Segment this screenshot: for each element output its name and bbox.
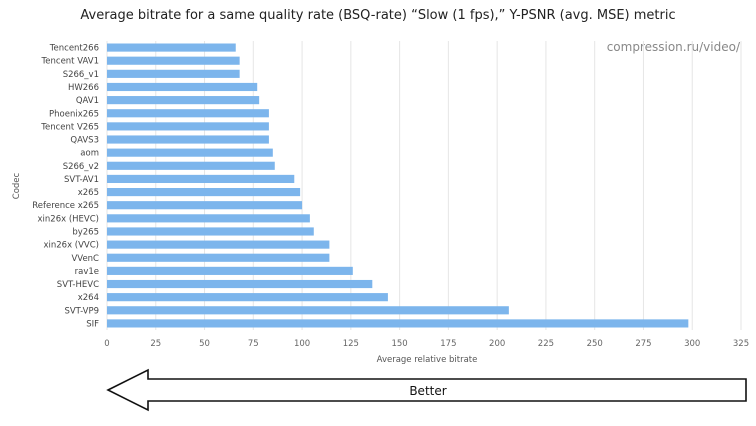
bar <box>107 69 240 78</box>
y-tick-label: QAVS3 <box>70 136 99 146</box>
y-tick-label: S266_v2 <box>63 162 99 172</box>
bar <box>107 187 301 197</box>
x-axis-ticks: 0 25 50 75 100 125 150 175 200 225 250 275 300 325 <box>104 339 749 349</box>
bar <box>107 214 310 223</box>
y-tick-label: Tencent V265 <box>40 122 99 132</box>
bar <box>107 135 269 144</box>
bar <box>107 56 240 65</box>
y-tick-label: xin26x (HEVC) <box>38 214 99 224</box>
y-tick-label: xin26x (VVC) <box>43 241 99 251</box>
bar <box>107 161 275 170</box>
x-tick-label: 0 <box>104 339 109 349</box>
bar <box>107 96 260 105</box>
y-tick-label: HW266 <box>68 83 99 93</box>
x-tick-label: 75 <box>248 339 259 349</box>
x-axis-title: Average relative bitrate <box>377 355 478 365</box>
bar <box>107 253 330 262</box>
bar <box>107 148 273 157</box>
bar <box>107 279 373 289</box>
x-tick-label: 25 <box>150 339 161 349</box>
bar <box>107 293 388 302</box>
better-arrow-label: Better <box>409 384 446 398</box>
x-tick-label: 200 <box>489 339 505 349</box>
bar <box>107 266 353 275</box>
y-tick-label: VVenC <box>71 254 99 264</box>
y-tick-label: by265 <box>72 227 99 237</box>
bars <box>107 43 689 328</box>
bar <box>107 227 314 236</box>
left-arrow-icon <box>106 368 747 412</box>
y-tick-label: SVT-HEVC <box>57 280 99 290</box>
y-tick-label: Reference x265 <box>32 201 99 211</box>
y-tick-label: Tencent266 <box>49 44 99 54</box>
watermark: compression.ru/video/ <box>607 40 741 54</box>
y-tick-label: x264 <box>78 293 99 303</box>
y-tick-label: rav1e <box>75 267 99 277</box>
y-tick-label: SVT-AV1 <box>64 175 99 185</box>
y-tick-label: Phoenix265 <box>49 109 99 119</box>
x-tick-label: 300 <box>684 339 700 349</box>
x-tick-label: 125 <box>343 339 359 349</box>
bar <box>107 109 269 118</box>
chart-title: Average bitrate for a same quality rate … <box>80 8 675 23</box>
y-tick-label: Tencent VAV1 <box>41 57 99 67</box>
x-tick-label: 225 <box>538 339 554 349</box>
bar <box>107 319 689 328</box>
x-tick-label: 175 <box>440 339 456 349</box>
bar <box>107 306 509 315</box>
y-tick-label: S266_v1 <box>63 70 99 80</box>
bar <box>107 240 330 249</box>
x-tick-label: 50 <box>199 339 210 349</box>
better-arrow: Better <box>106 368 747 412</box>
bar <box>107 201 303 210</box>
y-tick-label: QAV1 <box>76 96 99 106</box>
x-tick-label: 150 <box>391 339 407 349</box>
y-axis-title: Codec <box>12 172 22 199</box>
y-axis-ticks: Tencent266 Tencent VAV1 S266_v1 HW266 QAV1 Ph… <box>32 44 99 330</box>
bar <box>107 82 258 92</box>
x-tick-label: 250 <box>587 339 603 349</box>
x-tick-label: 100 <box>294 339 310 349</box>
x-tick-label: 275 <box>635 339 651 349</box>
y-tick-label: SIF <box>86 319 99 329</box>
bar <box>107 43 236 52</box>
y-tick-label: SVT-VP9 <box>64 306 99 316</box>
bar <box>107 122 269 131</box>
y-tick-label: x265 <box>78 188 99 198</box>
y-tick-label: aom <box>80 149 99 159</box>
x-tick-label: 325 <box>733 339 749 349</box>
grid <box>106 41 742 330</box>
bar <box>107 174 295 184</box>
